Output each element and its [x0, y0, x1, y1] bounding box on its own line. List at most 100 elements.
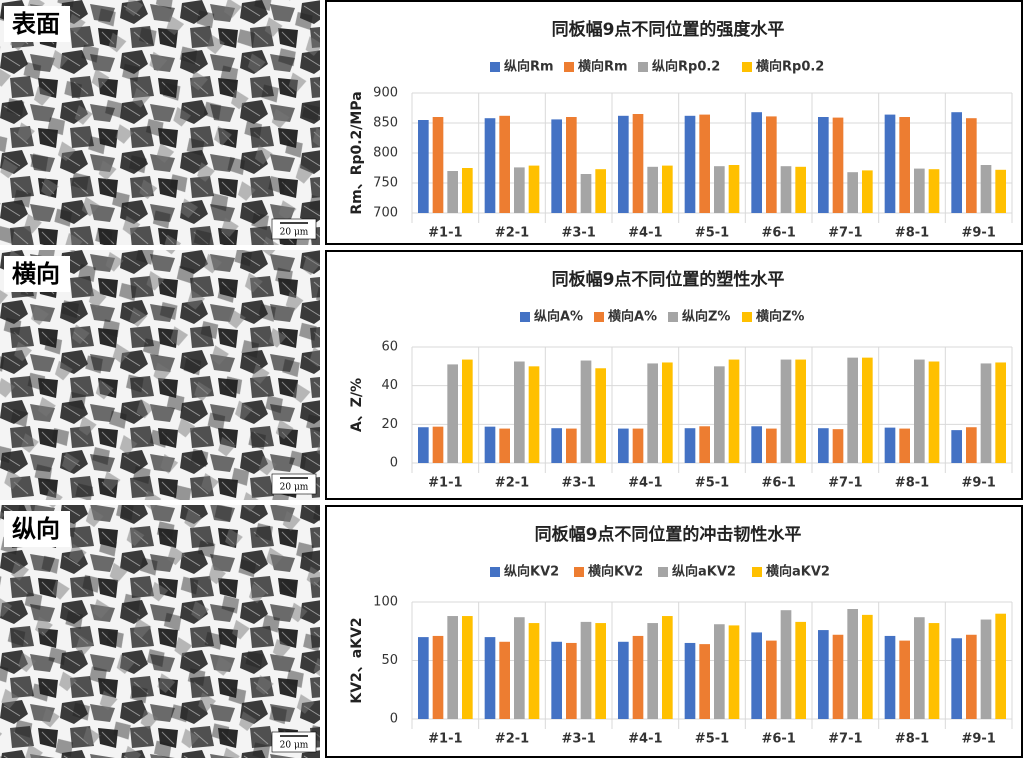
scale-bg [271, 473, 317, 495]
bar [795, 359, 806, 463]
bar [618, 641, 629, 719]
bar [462, 616, 473, 719]
x-tick-label: #6-1 [761, 226, 795, 241]
bar [432, 117, 444, 213]
y-tick-label: 700 [373, 206, 398, 221]
bar [862, 357, 873, 463]
bar [514, 361, 525, 463]
bar [580, 360, 592, 463]
legend-swatch [668, 312, 678, 322]
bar [795, 621, 806, 719]
x-tick-label: #5-1 [695, 476, 729, 491]
bar [862, 614, 873, 719]
x-tick-label: #8-1 [895, 732, 929, 747]
bar [980, 363, 992, 463]
y-tick-label: 40 [381, 378, 398, 393]
bar [484, 426, 496, 463]
bar [818, 117, 829, 213]
bar [647, 623, 658, 719]
x-tick-label: #1-1 [428, 226, 462, 241]
label-bg [4, 511, 70, 547]
bar [818, 630, 829, 719]
chart-title: 同板幅9点不同位置的塑性水平 [552, 269, 785, 290]
bar [566, 642, 577, 719]
bar [662, 362, 673, 463]
bar [684, 115, 696, 213]
bar [699, 644, 710, 719]
bar [899, 117, 910, 213]
y-tick-label: 800 [373, 146, 398, 161]
micrographs: 表面 20 μm 横向 20 μm 纵向 20 μm [0, 0, 320, 758]
bar [914, 617, 925, 719]
legend-label: 横向KV2 [588, 564, 643, 580]
x-tick-label: #3-1 [561, 476, 595, 491]
x-tick-label: #2-1 [495, 476, 529, 491]
scale-bg [271, 731, 317, 753]
bar [514, 167, 525, 213]
bar [447, 364, 458, 463]
bar [514, 617, 525, 719]
bar [847, 172, 858, 213]
bar [662, 165, 673, 213]
x-tick-label: #9-1 [961, 226, 995, 241]
chart-title: 同板幅9点不同位置的强度水平 [552, 19, 785, 40]
bar [795, 166, 806, 213]
bar [899, 428, 910, 463]
bar [632, 428, 644, 463]
bar [780, 359, 792, 463]
bar [847, 609, 858, 719]
bar [995, 362, 1006, 463]
bar [684, 642, 696, 719]
x-tick-label: #1-1 [428, 732, 462, 747]
bar [780, 166, 792, 213]
bar [662, 616, 673, 719]
bar [980, 165, 992, 213]
legend-label: 纵向Rp0.2 [652, 59, 720, 75]
x-tick-label: #6-1 [761, 476, 795, 491]
scale-bg [271, 218, 317, 240]
bar [966, 427, 977, 463]
bar [528, 366, 540, 463]
bar [751, 112, 762, 213]
bar [447, 171, 458, 213]
bar [647, 363, 658, 463]
x-tick-label: #2-1 [495, 226, 529, 241]
bar [499, 115, 510, 213]
bar [447, 616, 458, 719]
bar [884, 427, 896, 463]
bar [914, 168, 925, 213]
bar [699, 114, 710, 213]
bar [499, 428, 510, 463]
x-tick-label: #7-1 [828, 476, 862, 491]
bar [499, 641, 510, 719]
x-tick-label: #7-1 [828, 732, 862, 747]
bar [595, 169, 606, 213]
bar [566, 428, 577, 463]
bar [699, 426, 710, 463]
x-tick-label: #8-1 [895, 226, 929, 241]
bar [632, 114, 644, 213]
bar [484, 637, 496, 719]
y-tick-label: 60 [381, 340, 398, 355]
legend-swatch [490, 62, 500, 72]
bar [418, 120, 429, 213]
bar [780, 610, 792, 719]
x-tick-label: #5-1 [695, 226, 729, 241]
bar [914, 359, 925, 463]
legend-swatch [658, 567, 668, 577]
bar [751, 426, 762, 463]
bar [432, 635, 444, 719]
bar [632, 635, 644, 719]
bar [728, 359, 740, 463]
x-tick-label: #3-1 [561, 732, 595, 747]
label-bg [4, 6, 70, 42]
bar [684, 428, 696, 463]
legend-swatch [742, 312, 752, 322]
legend-swatch [742, 62, 752, 72]
bar [728, 625, 740, 719]
x-tick-label: #2-1 [495, 732, 529, 747]
y-axis-label: KV2、aKV2 [349, 617, 365, 703]
